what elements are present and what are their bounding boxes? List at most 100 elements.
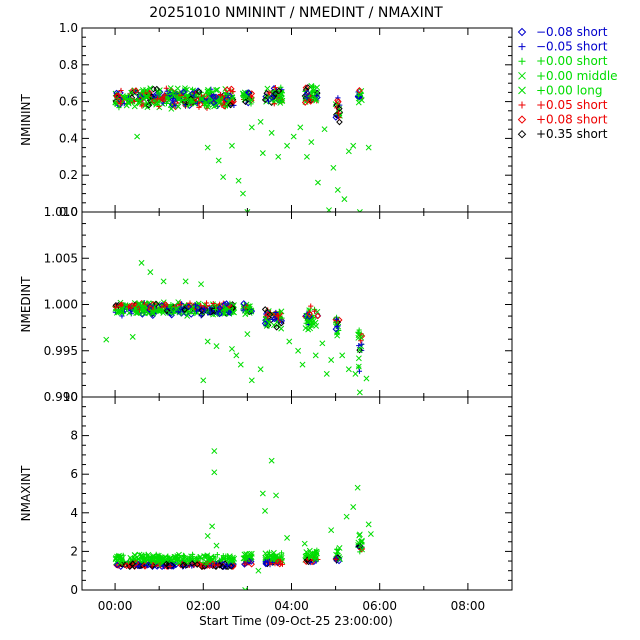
data-point-outlier xyxy=(350,504,357,510)
data-point xyxy=(174,305,181,312)
data-point xyxy=(356,531,363,538)
data-point xyxy=(311,95,317,102)
data-point xyxy=(309,319,315,326)
data-point xyxy=(310,89,317,96)
data-point xyxy=(133,310,140,317)
data-point xyxy=(113,309,120,316)
y-tick-label: 0.4 xyxy=(59,131,78,145)
data-point-outlier xyxy=(312,352,319,359)
data-point xyxy=(310,84,317,90)
data-point xyxy=(207,554,214,561)
data-point xyxy=(230,562,237,570)
data-point-outlier xyxy=(290,133,297,140)
data-point xyxy=(273,309,279,316)
data-point xyxy=(147,85,154,92)
data-point xyxy=(198,313,204,319)
data-point xyxy=(301,99,309,106)
data-point xyxy=(163,85,169,91)
data-point xyxy=(198,302,204,309)
data-point xyxy=(143,93,150,100)
data-point-outlier xyxy=(160,278,167,285)
data-point xyxy=(224,307,230,313)
data-point-outlier xyxy=(275,153,282,160)
data-point xyxy=(227,101,234,109)
data-point xyxy=(305,326,312,333)
data-point xyxy=(314,93,320,99)
data-point xyxy=(229,309,236,315)
data-point xyxy=(140,95,147,102)
data-point xyxy=(200,307,207,314)
y-axis-label: NMEDINT xyxy=(19,276,33,333)
data-point-outlier xyxy=(284,142,291,149)
data-point-outlier xyxy=(129,333,136,340)
data-point xyxy=(205,86,211,93)
data-point xyxy=(210,93,217,101)
data-point-outlier xyxy=(220,174,227,180)
y-axis-label: NMAXINT xyxy=(19,465,33,521)
data-point-outlier xyxy=(147,269,154,276)
data-point xyxy=(204,103,211,110)
y-tick-label: 10 xyxy=(63,390,78,404)
data-point xyxy=(146,306,153,313)
data-point xyxy=(201,553,208,560)
y-tick-label: 0.6 xyxy=(59,95,78,109)
data-point-outlier xyxy=(365,144,372,151)
data-point xyxy=(210,99,218,107)
data-point xyxy=(207,97,214,104)
data-point xyxy=(135,99,142,106)
data-point-outlier xyxy=(273,492,280,499)
data-point-outlier xyxy=(328,527,335,534)
data-point xyxy=(272,552,279,559)
data-point xyxy=(275,313,282,319)
data-point xyxy=(247,303,253,310)
data-point xyxy=(181,553,188,559)
data-point xyxy=(117,559,124,566)
data-point xyxy=(311,549,318,556)
data-point xyxy=(154,96,161,102)
data-point xyxy=(162,92,168,98)
data-point-outlier xyxy=(240,190,246,197)
data-point xyxy=(274,558,282,565)
data-point xyxy=(303,553,309,559)
data-point xyxy=(311,308,318,314)
data-point xyxy=(194,304,202,312)
data-point xyxy=(336,118,343,126)
data-point xyxy=(169,556,175,563)
data-point xyxy=(166,309,173,316)
data-point xyxy=(193,555,200,562)
data-point-outlier xyxy=(235,177,242,184)
data-point xyxy=(231,555,238,562)
data-point xyxy=(129,560,136,568)
data-point xyxy=(181,91,188,98)
data-point xyxy=(220,553,226,559)
data-point-outlier xyxy=(295,347,302,354)
data-point xyxy=(231,309,238,316)
data-point xyxy=(356,346,363,354)
data-point xyxy=(223,86,231,93)
data-point-outlier xyxy=(284,534,291,541)
data-point-outlier xyxy=(356,389,363,396)
data-point xyxy=(308,554,315,561)
legend-marker xyxy=(518,43,526,51)
data-point xyxy=(303,89,311,97)
data-point xyxy=(359,341,365,347)
data-point xyxy=(272,90,279,98)
data-point xyxy=(152,98,158,104)
data-point-outlier xyxy=(228,142,235,149)
data-point xyxy=(332,114,340,121)
legend-marker xyxy=(517,115,527,124)
legend-label: +0.08 short xyxy=(536,113,608,127)
data-point-outlier xyxy=(242,587,249,590)
data-point xyxy=(336,105,343,112)
data-point xyxy=(248,101,254,107)
data-point xyxy=(152,300,160,308)
data-point-outlier xyxy=(301,540,308,547)
data-point xyxy=(266,311,274,318)
data-point xyxy=(166,556,173,563)
data-point xyxy=(265,98,272,104)
data-point-outlier xyxy=(299,361,306,368)
data-point xyxy=(185,303,192,311)
data-point xyxy=(149,309,156,316)
data-point xyxy=(279,315,285,321)
